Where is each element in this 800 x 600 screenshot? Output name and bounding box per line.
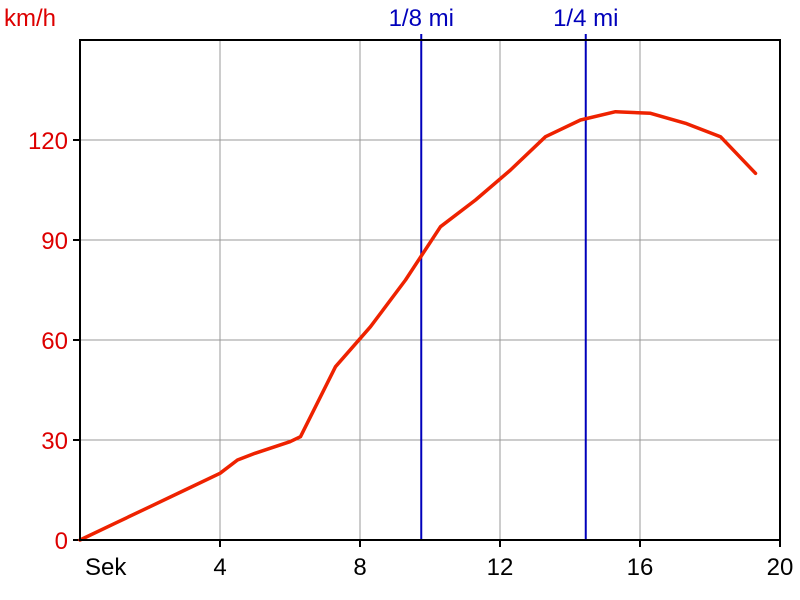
x-tick-label-4: 4 xyxy=(213,554,226,581)
y-tick-label-60: 60 xyxy=(41,328,68,355)
distance-marker-label-2: 1/4 mi xyxy=(553,5,618,32)
y-tick-label-30: 30 xyxy=(41,428,68,455)
series-layer xyxy=(78,109,758,542)
label-layer: 0 30 60 90 120 4 8 12 16 20 xyxy=(28,128,793,581)
x-tick-label-20: 20 xyxy=(767,554,794,581)
x-tick-label-12: 12 xyxy=(487,554,514,581)
y-axis-unit-label: km/h xyxy=(4,5,56,32)
x-tick-label-16: 16 xyxy=(627,554,654,581)
x-axis-unit-label: Sek xyxy=(85,554,127,581)
y-tick-label-120: 120 xyxy=(28,128,68,155)
plot-frame xyxy=(79,39,781,541)
speed-series-line xyxy=(78,109,758,542)
distance-marker-label-1: 1/8 mi xyxy=(389,5,454,32)
grid-layer xyxy=(73,40,781,547)
y-tick-label-0: 0 xyxy=(55,528,68,555)
y-tick-label-90: 90 xyxy=(41,228,68,255)
marker-layer: 1/8 mi 1/4 mi xyxy=(389,5,618,540)
x-tick-label-8: 8 xyxy=(353,554,366,581)
